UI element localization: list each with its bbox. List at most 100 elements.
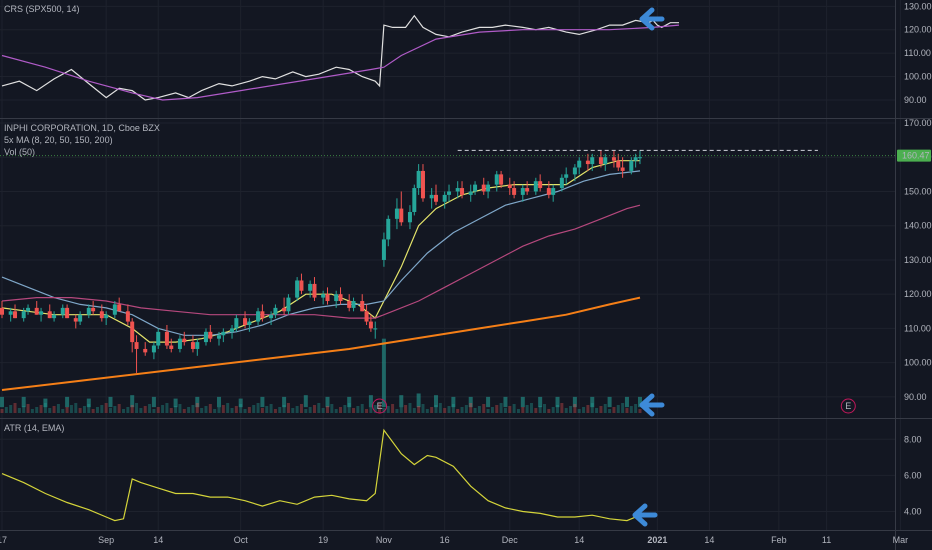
volume-texture: [239, 404, 243, 413]
volume-bar: [21, 396, 26, 408]
volume-texture: [634, 404, 638, 413]
volume-texture: [365, 409, 369, 413]
volume-texture: [291, 408, 295, 413]
volume-bar: [637, 396, 642, 408]
volume-bar: [590, 396, 595, 408]
candle: [520, 184, 525, 202]
candle-body: [399, 208, 404, 223]
candle: [486, 181, 491, 199]
volume-texture: [326, 406, 329, 413]
x-tick-label: Mar: [893, 535, 909, 545]
candle-body: [533, 181, 538, 192]
y-tick-label: 6.00: [904, 470, 922, 480]
candle: [429, 188, 434, 209]
volume-texture: [612, 407, 616, 413]
last-price-tag: [897, 149, 931, 162]
volume-texture: [117, 404, 121, 413]
candle: [538, 174, 543, 192]
candle: [412, 184, 417, 216]
volume-bar: [434, 395, 438, 408]
candle-body: [538, 181, 543, 189]
y-tick-label: 4.00: [904, 507, 922, 517]
volume-texture: [308, 407, 312, 413]
candle: [47, 304, 52, 319]
arrow-left-icon: [632, 503, 658, 527]
volume-texture: [447, 406, 451, 413]
candle: [494, 170, 499, 192]
candle-body: [585, 160, 590, 165]
atr-panel[interactable]: 4.00 6.00 8.00 ATR (14, EMA): [0, 419, 922, 530]
volume-bar: [503, 396, 508, 408]
earnings-marker-icon[interactable]: E: [372, 398, 388, 414]
candle: [321, 290, 326, 305]
volume-texture: [495, 405, 499, 413]
candle: [386, 215, 391, 247]
volume-texture: [360, 404, 364, 413]
candle: [156, 328, 161, 349]
volume-texture: [443, 408, 447, 413]
volume-texture: [373, 405, 377, 413]
last-price-label: 160.47: [902, 151, 930, 161]
x-tick-label: 14: [704, 535, 714, 545]
candle: [39, 307, 44, 322]
volume-texture: [139, 408, 143, 413]
candle-body: [590, 157, 595, 165]
candle-body: [499, 174, 504, 185]
volume-texture: [217, 407, 221, 413]
volume-texture: [191, 405, 195, 413]
candle: [364, 304, 369, 325]
candle-body: [412, 188, 417, 213]
volume-texture: [130, 405, 134, 413]
volume-texture: [456, 409, 460, 413]
x-tick-label: 16: [440, 535, 450, 545]
crs-panel[interactable]: 90.00 100.00 110.00 120.00 130.00 CRS (SPX500…: [0, 0, 932, 118]
volume-texture: [104, 403, 108, 413]
volume-bar: [624, 396, 629, 408]
volume-texture: [35, 407, 39, 413]
candle: [499, 170, 504, 189]
candle-body: [65, 307, 70, 319]
ma-line-ma200: [1, 296, 641, 391]
candle: [347, 294, 352, 312]
volume-texture: [334, 409, 338, 413]
x-tick-label: 14: [153, 535, 163, 545]
candle-body: [130, 321, 135, 343]
volume-texture: [43, 403, 47, 413]
candle-body: [603, 157, 608, 165]
candle: [217, 331, 221, 346]
volume-texture: [143, 406, 147, 413]
candle: [546, 181, 551, 199]
volume-texture: [126, 407, 130, 413]
candle: [381, 232, 386, 267]
volume-texture: [629, 406, 633, 413]
candle-body: [208, 331, 213, 339]
earnings-marker-icon[interactable]: E: [840, 398, 856, 414]
y-tick-label: 150.00: [904, 186, 932, 196]
candle-body: [551, 188, 556, 195]
candle: [399, 191, 404, 226]
candle: [312, 277, 317, 302]
x-tick-label: 17: [0, 535, 7, 545]
candle: [34, 301, 39, 315]
candle: [572, 164, 577, 182]
candle-body: [629, 160, 634, 171]
volume-bar: [130, 395, 135, 408]
candle: [460, 181, 465, 199]
price-panel[interactable]: 90.00 100.00 110.00 120.00 130.00 140.00 150.0…: [0, 118, 932, 418]
volume-texture: [312, 405, 316, 413]
candle: [533, 177, 538, 195]
y-tick-label: 8.00: [904, 434, 922, 444]
volume-bar: [368, 395, 373, 408]
volume-texture: [599, 406, 603, 413]
volume-bar: [486, 396, 491, 408]
candle-body: [190, 342, 195, 349]
candle-body: [386, 218, 391, 240]
volume-bar: [303, 395, 308, 408]
volume-texture: [161, 405, 165, 413]
volume-bar: [325, 396, 330, 408]
volume-texture: [543, 404, 546, 413]
volume-texture: [521, 407, 525, 413]
